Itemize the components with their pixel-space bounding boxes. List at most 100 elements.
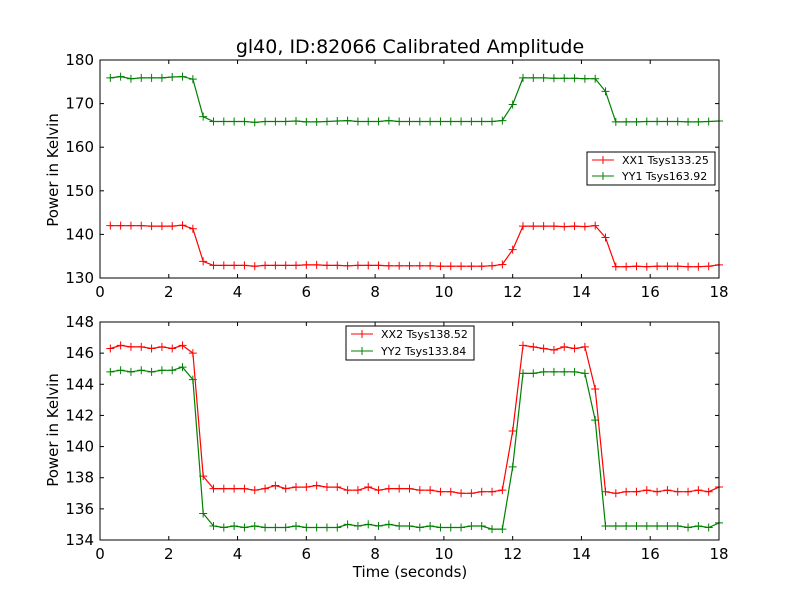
bottom-data-point [292, 521, 301, 530]
top-data-point [219, 261, 228, 270]
bottom-data-point [374, 521, 383, 530]
top-data-point [446, 117, 455, 126]
bottom-data-point [611, 521, 620, 530]
top-data-point [601, 87, 610, 96]
bottom-data-point [126, 367, 135, 376]
top-data-point [292, 261, 301, 270]
top-data-point [457, 117, 466, 126]
bottom-data-point [508, 427, 517, 435]
bottom-data-point [673, 521, 682, 530]
top-data-point [508, 100, 517, 109]
bottom-data-point [405, 521, 414, 530]
top-data-point [168, 73, 177, 82]
top-data-point [518, 73, 527, 82]
bottom-data-point [457, 489, 466, 498]
top-data-point [529, 73, 538, 82]
bottom-data-point [570, 344, 579, 353]
top-y-tick-label: 180 [65, 51, 94, 69]
bottom-y-tick-label: 146 [65, 344, 94, 362]
bottom-data-point [653, 487, 662, 496]
top-data-point [673, 262, 682, 271]
top-plot-frame [99, 59, 720, 279]
bottom-data-point [353, 486, 362, 495]
bottom-data-point [312, 481, 321, 490]
top-data-point [188, 224, 197, 233]
bottom-data-point [384, 520, 393, 529]
bottom-data-point [601, 521, 610, 530]
bottom-data-point [663, 486, 672, 495]
top-data-point [240, 261, 249, 270]
bottom-data-point [322, 523, 331, 532]
bottom-data-point [302, 483, 311, 492]
top-data-point [137, 73, 146, 82]
bottom-data-point [261, 523, 270, 532]
top-data-point [343, 261, 352, 270]
bottom-data-point [508, 462, 517, 471]
top-data-point [384, 261, 393, 270]
bottom-data-point [271, 481, 280, 490]
bottom-data-point [157, 366, 166, 375]
top-data-point [261, 261, 270, 270]
bottom-data-point [178, 363, 187, 372]
top-data-point [333, 261, 342, 270]
top-data-point [353, 117, 362, 126]
top-data-point [147, 222, 156, 231]
bottom-data-point [209, 521, 218, 530]
bottom-data-point [230, 484, 239, 493]
bottom-y-tick-label: 142 [65, 406, 94, 424]
bottom-data-point [488, 525, 497, 534]
top-data-point [653, 117, 662, 126]
legend-marker-yy1 [599, 172, 607, 180]
bottom-data-point [653, 521, 662, 530]
bottom-data-point [395, 521, 404, 530]
bottom-data-point [663, 521, 672, 530]
bottom-data-point [106, 367, 115, 376]
top-data-point [642, 262, 651, 271]
top-data-point [508, 245, 517, 254]
bottom-data-point [395, 484, 404, 493]
legend-marker-yy2 [358, 347, 366, 355]
bottom-x-tick-label: 4 [233, 545, 243, 563]
top-data-point [312, 117, 321, 126]
bottom-data-point [209, 484, 218, 493]
top-data-point [147, 73, 156, 82]
bottom-y-tick-label: 138 [65, 469, 94, 487]
bottom-data-point [580, 369, 589, 378]
bottom-data-point [632, 521, 641, 530]
top-data-point [116, 221, 125, 230]
top-chart: gl40, ID:82066 Calibrated Amplitude Powe… [44, 36, 729, 301]
bottom-data-point [580, 342, 589, 351]
bottom-data-point [591, 384, 600, 393]
top-y-axis-label: Power in Kelvin [44, 113, 62, 227]
top-data-point [518, 222, 527, 231]
bottom-data-point [343, 520, 352, 529]
bottom-data-point [281, 523, 290, 532]
top-data-point [157, 222, 166, 231]
top-data-point [467, 262, 476, 271]
bottom-data-point [147, 367, 156, 376]
top-data-point [591, 221, 600, 230]
bottom-data-point [632, 487, 641, 496]
bottom-data-point [529, 369, 538, 378]
bottom-data-point [353, 521, 362, 530]
bottom-data-point [549, 346, 558, 355]
top-x-tick-label: 12 [503, 283, 522, 301]
top-data-point [302, 260, 311, 269]
top-data-point [415, 261, 424, 270]
bottom-data-point [622, 521, 631, 530]
top-data-point [302, 117, 311, 126]
top-data-point [632, 117, 641, 126]
top-data-point [353, 261, 362, 270]
bottom-y-tick-label: 134 [65, 531, 94, 549]
bottom-x-tick-label: 0 [95, 545, 105, 563]
top-data-point [137, 221, 146, 230]
top-data-point [601, 233, 610, 242]
bottom-data-point [529, 342, 538, 351]
top-data-point [591, 74, 600, 83]
bottom-data-point [446, 523, 455, 532]
top-x-tick-label: 18 [709, 283, 728, 301]
bottom-data-point [302, 523, 311, 532]
bottom-data-point [539, 367, 548, 376]
top-y-tick-label: 170 [65, 95, 94, 113]
top-data-point [436, 262, 445, 271]
